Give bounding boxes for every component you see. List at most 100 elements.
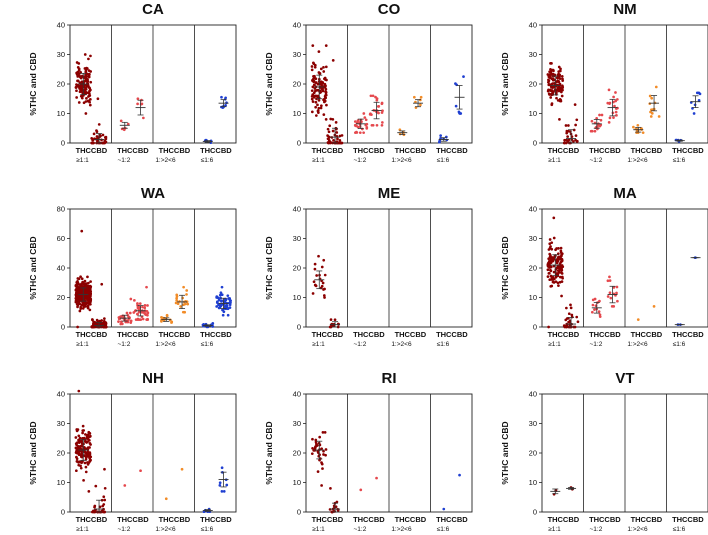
data-point (598, 113, 601, 117)
data-point (88, 299, 92, 302)
data-point (220, 466, 224, 470)
data-point (181, 310, 185, 314)
data-point (310, 95, 314, 98)
x-series-label: CBD (174, 515, 191, 524)
data-point (560, 257, 564, 261)
data-point (77, 69, 81, 72)
x-series-label: CBD (91, 515, 108, 524)
data-point (220, 285, 224, 289)
data-point (220, 300, 223, 303)
data-point (311, 44, 315, 48)
data-point (221, 313, 225, 317)
data-point (81, 429, 85, 432)
data-point (324, 96, 328, 100)
data-point (557, 85, 561, 89)
group-label: 1:>2<6 (391, 526, 412, 533)
group-label: 1:>2<6 (155, 157, 176, 164)
x-series-label: CBD (646, 330, 663, 339)
data-point (573, 325, 577, 329)
data-point (176, 302, 180, 306)
data-point (326, 127, 330, 131)
x-series-label: THC (117, 515, 133, 524)
data-point (559, 255, 562, 259)
data-point (567, 124, 570, 127)
group-label: 1:>2<6 (391, 341, 412, 348)
x-series-label: CBD (687, 330, 704, 339)
data-point (546, 264, 550, 268)
data-point (185, 293, 188, 296)
data-point (323, 273, 327, 277)
y-tick-label: 30 (529, 419, 537, 428)
data-point (549, 96, 553, 99)
data-point (320, 447, 323, 451)
data-point (439, 134, 442, 137)
data-point (552, 216, 556, 220)
y-tick-label: 80 (57, 205, 65, 214)
data-point (141, 317, 145, 321)
data-point (93, 504, 97, 508)
data-point (560, 264, 564, 267)
data-point (143, 306, 147, 310)
data-point (102, 325, 106, 329)
y-tick-label: 0 (297, 323, 301, 332)
data-point (550, 86, 553, 89)
data-point (92, 510, 96, 514)
data-point (80, 96, 84, 100)
data-point (322, 113, 326, 116)
data-point (548, 88, 552, 92)
group-label: ~1:2 (590, 526, 603, 533)
data-point (335, 131, 339, 134)
data-point (606, 295, 610, 298)
y-tick-label: 40 (529, 21, 537, 30)
data-point (380, 111, 384, 114)
data-point (74, 469, 78, 473)
x-series-label: CBD (687, 515, 704, 524)
y-tick-label: 60 (57, 234, 65, 243)
y-tick-label: 10 (529, 109, 537, 118)
data-point (94, 484, 98, 488)
data-point (146, 318, 150, 321)
data-point (565, 325, 569, 329)
data-point (560, 294, 563, 298)
group-label: 1:>2<6 (627, 157, 648, 164)
data-point (97, 123, 101, 126)
data-point (564, 124, 568, 127)
x-series-label: THC (312, 515, 328, 524)
data-point (609, 296, 613, 300)
data-point (126, 122, 130, 126)
data-point (613, 104, 616, 108)
data-point (462, 75, 465, 78)
data-point (412, 95, 416, 99)
data-point (324, 90, 327, 93)
data-point (557, 271, 561, 275)
data-point (312, 91, 316, 95)
y-tick-label: 40 (529, 205, 537, 214)
data-point (74, 283, 78, 287)
data-point (547, 79, 551, 83)
group-label: ≤1:6 (437, 157, 450, 164)
data-point (89, 280, 92, 283)
data-point (92, 132, 96, 136)
data-point (117, 320, 120, 323)
data-point (76, 305, 79, 309)
data-point (574, 123, 577, 127)
data-point (546, 268, 550, 272)
data-point (593, 129, 597, 133)
data-point (311, 437, 314, 441)
data-point (92, 325, 96, 329)
y-tick-label: 30 (293, 50, 301, 59)
data-point (313, 262, 317, 266)
data-point (546, 89, 550, 93)
data-point (321, 281, 325, 285)
data-point (319, 106, 323, 110)
y-tick-label: 10 (293, 478, 301, 487)
data-point (567, 312, 571, 316)
data-point (636, 123, 640, 127)
data-point (103, 139, 107, 142)
y-tick-label: 40 (57, 264, 65, 273)
data-point (310, 110, 314, 114)
x-series-label: CBD (646, 146, 663, 155)
y-tick-label: 40 (57, 390, 65, 399)
data-point (567, 320, 570, 324)
